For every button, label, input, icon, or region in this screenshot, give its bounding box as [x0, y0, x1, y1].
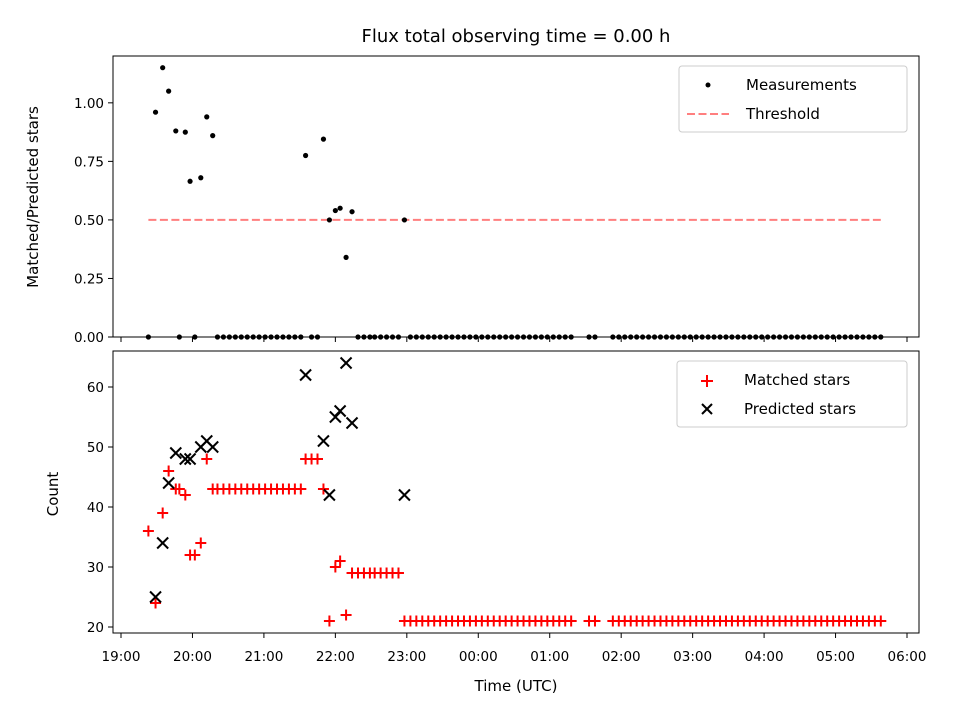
top-y-tick-label: 0.25 [74, 271, 104, 287]
x-tick-label: 22:00 [316, 649, 355, 665]
matched-star-point [189, 549, 201, 561]
predicted-star-point [206, 440, 219, 454]
top-y-tick-label: 0.50 [74, 213, 104, 229]
matched-star-point [163, 465, 175, 477]
matched-star-point [317, 483, 329, 495]
chart-title: Flux total observing time = 0.00 h [362, 26, 671, 47]
measurement-point [187, 178, 193, 184]
x-tick-label: 23:00 [387, 649, 426, 665]
top-y-axis-label: Matched/Predicted stars [24, 106, 42, 288]
legend-measurements-marker [705, 82, 711, 88]
measurement-point [166, 88, 172, 94]
predicted-star-point [169, 446, 182, 460]
bottom-y-tick-label: 20 [87, 620, 104, 636]
matched-star-point [142, 525, 154, 537]
predicted-star-point [339, 356, 353, 370]
measurement-point [152, 109, 159, 115]
matched-star-point [392, 567, 404, 579]
measurement-point [173, 128, 179, 134]
x-tick-label: 05:00 [816, 649, 855, 665]
measurement-point [182, 129, 188, 135]
x-tick-label: 21:00 [244, 649, 283, 665]
matched-star-point [340, 609, 352, 621]
measurement-point [160, 65, 166, 71]
top-y-tick-label: 1.00 [74, 96, 104, 112]
matched-star-point [565, 615, 577, 627]
top-axis-ticks: 0.00 0.25 0.50 0.75 1.00 [74, 96, 908, 346]
top-panel: Matched/Predicted stars 0.00 0.25 0.50 0.75… [24, 55, 920, 346]
bottom-panel: Count Time (UTC) 20 30 40 50 60 19:00 20:00 21:… [44, 350, 927, 695]
matched-star-point [589, 615, 601, 627]
matched-star-point [150, 597, 162, 609]
predicted-star-point [162, 476, 175, 490]
matched-star-point [875, 615, 887, 627]
x-tick-label: 06:00 [888, 649, 927, 665]
legend-measurements-label: Measurements [746, 76, 857, 94]
bottom-plot-marks [142, 356, 887, 627]
top-legend-box [678, 65, 908, 133]
measurement-point [332, 207, 338, 214]
legend-predicted-label: Predicted stars [744, 400, 856, 418]
measurement-point [320, 136, 327, 142]
bottom-y-tick-label: 30 [87, 560, 104, 576]
matched-star-point [334, 555, 346, 567]
measurement-point [302, 152, 309, 159]
matched-star-point [323, 615, 335, 627]
predicted-star-point [179, 452, 192, 466]
x-tick-label: 03:00 [673, 649, 712, 665]
x-tick-label: 01:00 [530, 649, 569, 665]
measurement-point [198, 175, 204, 181]
matched-star-point [173, 483, 185, 495]
bottom-axes-frame [112, 350, 920, 634]
legend-predicted-marker [701, 403, 713, 415]
bottom-y-tick-label: 40 [87, 500, 104, 516]
matched-star-point [157, 507, 169, 519]
x-tick-label: 00:00 [459, 649, 498, 665]
matched-star-point [312, 453, 323, 465]
top-legend: Measurements Threshold [678, 65, 908, 133]
predicted-star-point [345, 416, 359, 430]
predicted-star-point [323, 488, 336, 502]
x-tick-label: 04:00 [745, 649, 784, 665]
matched-star-point [295, 483, 307, 495]
predicted-star-point [149, 590, 162, 604]
predicted-star-point [317, 434, 330, 448]
predicted-star-point [299, 368, 312, 382]
bottom-legend: Matched stars Predicted stars [676, 360, 908, 428]
measurement-point [343, 254, 349, 260]
measurement-point [210, 133, 216, 139]
predicted-star-point [156, 536, 169, 550]
x-tick-label: 02:00 [602, 649, 641, 665]
x-tick-label: 20:00 [173, 649, 212, 665]
bottom-y-axis-label: Count [44, 472, 62, 517]
matched-star-point [329, 561, 341, 573]
bottom-legend-box [676, 360, 908, 428]
x-axis-label: Time (UTC) [474, 677, 558, 695]
legend-matched-label: Matched stars [744, 371, 850, 389]
predicted-star-point [398, 488, 411, 502]
legend-threshold-label: Threshold [745, 105, 820, 123]
bottom-axis-ticks: 20 30 40 50 60 19:00 20:00 21:00 22:00 23:00 00:00… [87, 380, 927, 665]
measurement-point [326, 217, 333, 223]
predicted-star-point [183, 452, 197, 466]
matched-star-point [201, 453, 213, 465]
legend-matched-marker [701, 375, 713, 387]
measurement-point [401, 217, 408, 223]
measurement-point [337, 205, 343, 211]
measurement-point [349, 209, 355, 215]
matched-star-point [179, 489, 191, 501]
bottom-y-tick-label: 50 [87, 440, 104, 456]
top-y-tick-label: 0.00 [74, 330, 104, 346]
bottom-y-tick-label: 60 [87, 380, 104, 396]
x-tick-label: 19:00 [102, 649, 141, 665]
top-axes-frame [112, 55, 920, 338]
predicted-star-point [333, 404, 347, 418]
measurement-point [204, 114, 210, 120]
matched-star-point [195, 537, 207, 549]
top-y-tick-label: 0.75 [74, 154, 104, 170]
